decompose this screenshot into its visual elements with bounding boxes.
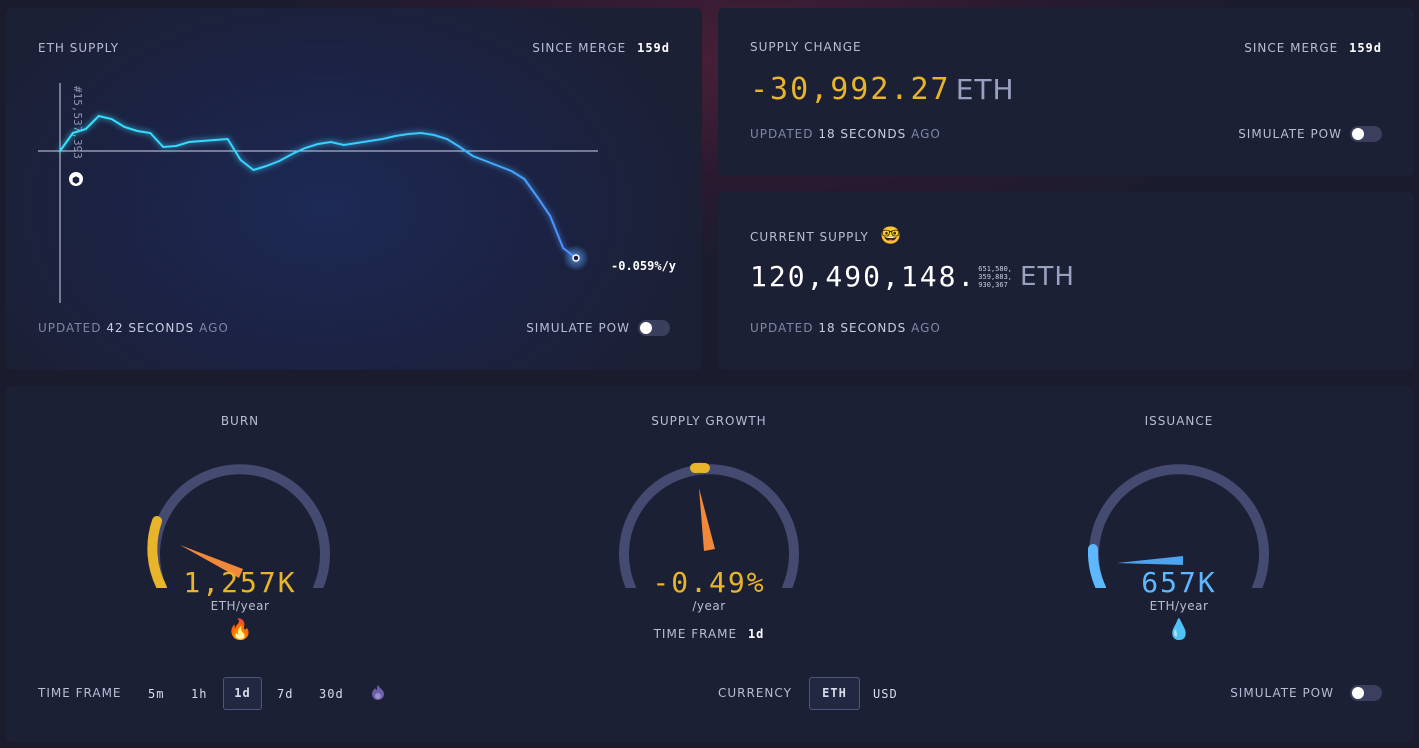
timeframe-value: 1d: [747, 627, 765, 641]
supply-growth-needle: [699, 488, 715, 551]
currency-label: CURRENCY: [718, 686, 792, 700]
since-merge-label: SINCE MERGE: [1244, 41, 1339, 55]
simulate-pow-toggle[interactable]: [1350, 126, 1382, 142]
simulate-pow-toggle[interactable]: [1350, 685, 1382, 701]
burn-gauge: BURN 1,257K ETH/year 🔥: [140, 414, 340, 641]
flame-icon[interactable]: [371, 684, 385, 700]
burn-title: BURN: [220, 414, 260, 428]
issuance-title: ISSUANCE: [1144, 414, 1214, 428]
simulate-pow-label: SIMULATE PoW: [526, 321, 630, 335]
currency-usd[interactable]: USD: [873, 687, 898, 701]
issuance-track: [1089, 464, 1269, 588]
supply-change-since-merge: SINCE MERGE 159d: [1244, 41, 1382, 55]
current-supply-decimals: 651,580, 359,883, 930,367: [978, 265, 1012, 289]
current-supply-value: 120,490,148.: [750, 260, 977, 293]
updated-suffix: AGO: [911, 127, 941, 141]
issuance-unit: ETH/year: [1149, 599, 1209, 613]
decimals-line-2: 359,883,: [978, 272, 1013, 281]
timeframe-30d[interactable]: 30d: [319, 687, 344, 701]
updated-prefix: UPDATED: [38, 321, 102, 335]
timeframe-1h[interactable]: 1h: [191, 687, 208, 701]
end-point-marker: [572, 254, 580, 262]
supply-growth-value: -0.49%: [652, 566, 766, 599]
issuance-needle: [1117, 556, 1183, 565]
since-merge: SINCE MERGE 159d: [532, 41, 670, 55]
since-merge-label: SINCE MERGE: [532, 41, 627, 55]
supply-series-line: [59, 114, 577, 259]
supply-growth-dial: [619, 462, 799, 588]
timeframe-label: TIME FRAME: [38, 686, 122, 700]
timeframe-1d[interactable]: 1d: [223, 677, 262, 710]
droplet-icon: 💧: [1166, 617, 1192, 641]
timeframe-label: TIME FRAME: [653, 627, 738, 641]
nerd-face-icon: 🤓: [879, 226, 902, 246]
toggle-knob: [640, 322, 652, 334]
eth-supply-updated: UPDATED 42 SECONDS AGO: [38, 321, 229, 335]
current-supply-updated: UPDATED 18 SECONDS AGO: [750, 321, 941, 335]
current-supply-value-row: 120,490,148. 651,580, 359,883, 930,367 E…: [750, 260, 1075, 293]
merge-marker-icon: [69, 172, 83, 186]
current-supply-title: CURRENT SUPPLY: [750, 230, 869, 244]
toggle-knob: [1352, 687, 1364, 699]
supply-growth-timeframe: TIME FRAME 1d: [609, 627, 809, 641]
issuance-dial: [1087, 464, 1269, 588]
since-merge-value: 159d: [637, 41, 670, 55]
supply-growth-gauge: SUPPLY GROWTH -0.49% /year TIME FRAME 1d: [609, 414, 809, 641]
since-merge-value: 159d: [1349, 41, 1382, 55]
updated-suffix: AGO: [199, 321, 229, 335]
simulate-pow-toggle[interactable]: [638, 320, 670, 336]
current-supply-header: CURRENT SUPPLY 🤓: [750, 226, 901, 246]
simulate-pow-label: SIMULATE PoW: [1230, 686, 1334, 700]
updated-value: 18 SECONDS: [818, 127, 907, 141]
supply-change-unit: ETH: [955, 73, 1015, 106]
supply-change-updated: UPDATED 18 SECONDS AGO: [750, 127, 941, 141]
supply-change-value: -30,992.27: [750, 72, 951, 107]
issuance-fill: [1087, 544, 1106, 588]
supply-change-card: SUPPLY CHANGE SINCE MERGE 159d -30,992.2…: [718, 8, 1414, 176]
burn-dial: [147, 464, 330, 588]
eth-supply-card: ETH SUPPLY SINCE MERGE 159d #15,537,393: [6, 8, 702, 370]
eth-supply-chart: #15,537,393 ⬢ -0.059%/y: [38, 83, 676, 303]
updated-prefix: UPDATED: [750, 127, 814, 141]
burn-unit: ETH/year: [210, 599, 270, 613]
current-supply-unit: ETH: [1020, 261, 1075, 292]
issuance-gauge: ISSUANCE 657K ETH/year 💧: [1079, 414, 1279, 641]
decimals-line-3: 930,367: [978, 280, 1008, 289]
updated-value: 18 SECONDS: [818, 321, 907, 335]
simulate-pow-label: SIMULATE PoW: [1238, 127, 1342, 141]
merge-marker-glyph: ⬢: [72, 176, 80, 186]
burn-needle: [180, 545, 243, 578]
eth-supply-title: ETH SUPPLY: [38, 41, 120, 55]
supply-growth-unit: /year: [692, 599, 726, 613]
supply-change-value-row: -30,992.27 ETH: [750, 72, 1015, 107]
burn-fill: [147, 516, 167, 588]
updated-suffix: AGO: [911, 321, 941, 335]
gauges-card: BURN 1,257K ETH/year 🔥 SUPPLY GROWTH -0.…: [6, 386, 1414, 742]
updated-prefix: UPDATED: [750, 321, 814, 335]
current-supply-card: CURRENT SUPPLY 🤓 120,490,148. 651,580, 3…: [718, 192, 1414, 370]
currency-eth[interactable]: ETH: [809, 677, 860, 710]
issuance-value: 657K: [1141, 566, 1217, 599]
burn-value: 1,257K: [183, 566, 297, 599]
fire-icon: 🔥: [227, 617, 253, 641]
block-label: #15,537,393: [71, 86, 84, 159]
timeframe-5m[interactable]: 5m: [148, 687, 165, 701]
supply-change-title: SUPPLY CHANGE: [750, 40, 862, 54]
decimals-line-1: 651,580,: [978, 264, 1013, 273]
timeframe-7d[interactable]: 7d: [277, 687, 294, 701]
supply-growth-title: SUPPLY GROWTH: [651, 414, 767, 428]
updated-value: 42 SECONDS: [106, 321, 195, 335]
end-label: -0.059%/y: [611, 259, 676, 273]
toggle-knob: [1352, 128, 1364, 140]
